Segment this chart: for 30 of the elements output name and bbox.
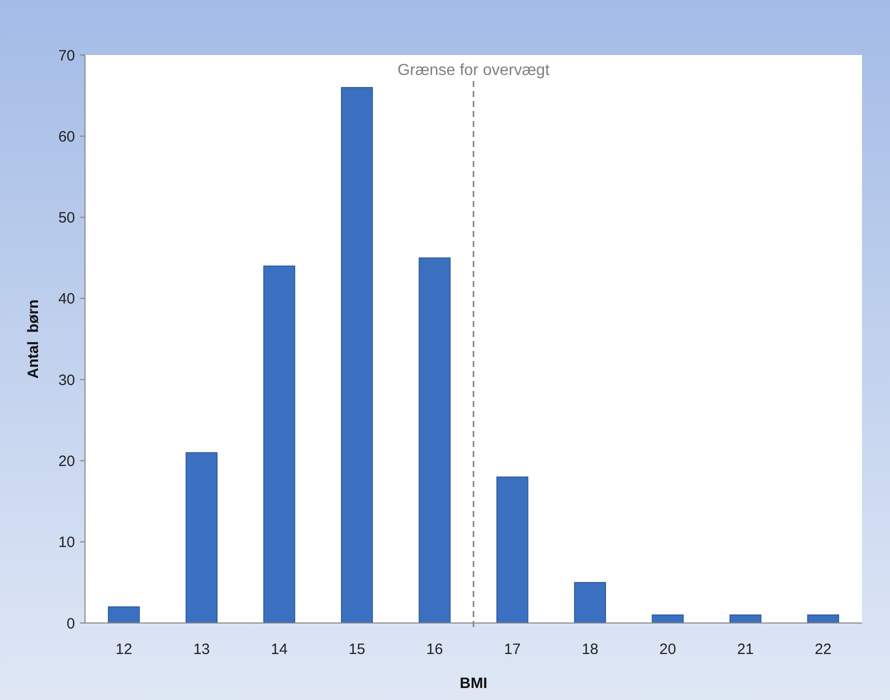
bar — [807, 614, 840, 624]
x-tick-label: 21 — [737, 641, 754, 658]
x-tick-label: 12 — [116, 641, 132, 658]
bar — [108, 606, 140, 624]
y-tick-label: 30 — [58, 372, 75, 389]
annotation: Grænse for overvægt — [397, 62, 550, 79]
y-tick-label: 10 — [58, 534, 75, 552]
y-tick-label: 0 — [66, 615, 75, 632]
bar — [574, 582, 606, 624]
x-tick-label: 18 — [582, 641, 598, 658]
x-tick-label: 17 — [504, 641, 521, 658]
x-tick-label: 22 — [814, 641, 832, 658]
x-tick-label: 13 — [193, 641, 210, 658]
x-tick-label: 16 — [426, 641, 443, 658]
y-tick-label: 20 — [58, 452, 75, 470]
y-tick-label: 40 — [58, 290, 75, 308]
bar — [496, 476, 528, 624]
y-tick-label: 60 — [58, 128, 75, 146]
bar — [418, 257, 451, 624]
x-tick-label: 15 — [348, 641, 366, 658]
x-tick-label: 14 — [270, 641, 288, 658]
bar — [730, 614, 762, 624]
y-axis-title: Antal børn — [25, 299, 42, 379]
bar — [186, 452, 218, 624]
bar — [263, 266, 296, 624]
y-tick-label: 70 — [58, 47, 75, 64]
x-tick-label: 20 — [659, 641, 676, 658]
bar — [341, 87, 373, 624]
x-axis-title: BMI — [460, 675, 488, 692]
y-tick-label: 50 — [58, 210, 75, 227]
